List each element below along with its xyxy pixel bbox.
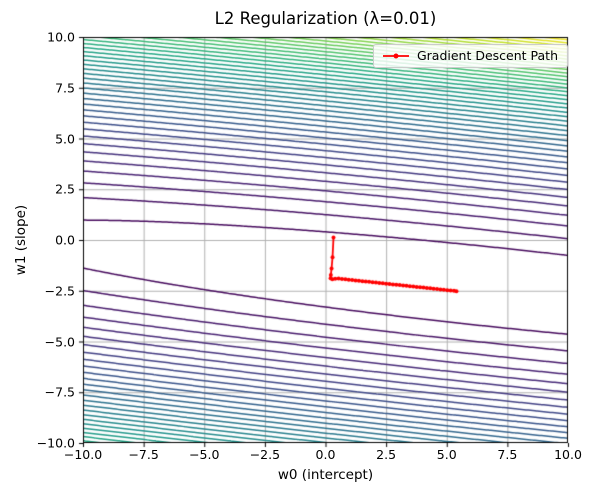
y-tick-label: −2.5 [44, 283, 75, 299]
x-tick-label: 5.0 [436, 447, 457, 462]
y-tick-label: 2.5 [55, 181, 75, 197]
x-tick-label: −7.5 [128, 447, 159, 462]
x-tick-label: 2.5 [376, 447, 397, 462]
y-tick-label: 5.0 [55, 131, 75, 146]
y-tick-label: −7.5 [44, 384, 75, 400]
y-tick-label: 0.0 [55, 232, 75, 248]
plot-title: L2 Regularization (λ=0.01) [214, 9, 437, 28]
y-axis-label: w1 (slope) [13, 204, 29, 276]
y-tick-label: 7.5 [55, 80, 75, 96]
legend-line-sample [382, 53, 409, 59]
x-tick-label: −5.0 [189, 447, 220, 462]
x-tick-label: −2.5 [249, 447, 281, 462]
y-tick-label: −10.0 [36, 435, 75, 451]
x-axis-label: w0 (intercept) [277, 467, 374, 483]
x-tick-label: 7.5 [497, 447, 518, 462]
x-tick-label: 0.0 [315, 447, 336, 462]
x-tick-label: 10.0 [554, 447, 582, 462]
legend: Gradient Descent Path [372, 44, 568, 68]
x-tick-label: −10.0 [63, 447, 103, 462]
y-tick-label: −5.0 [44, 334, 75, 349]
y-tick-label: 10.0 [47, 29, 75, 45]
legend-label: Gradient Descent Path [416, 48, 558, 63]
